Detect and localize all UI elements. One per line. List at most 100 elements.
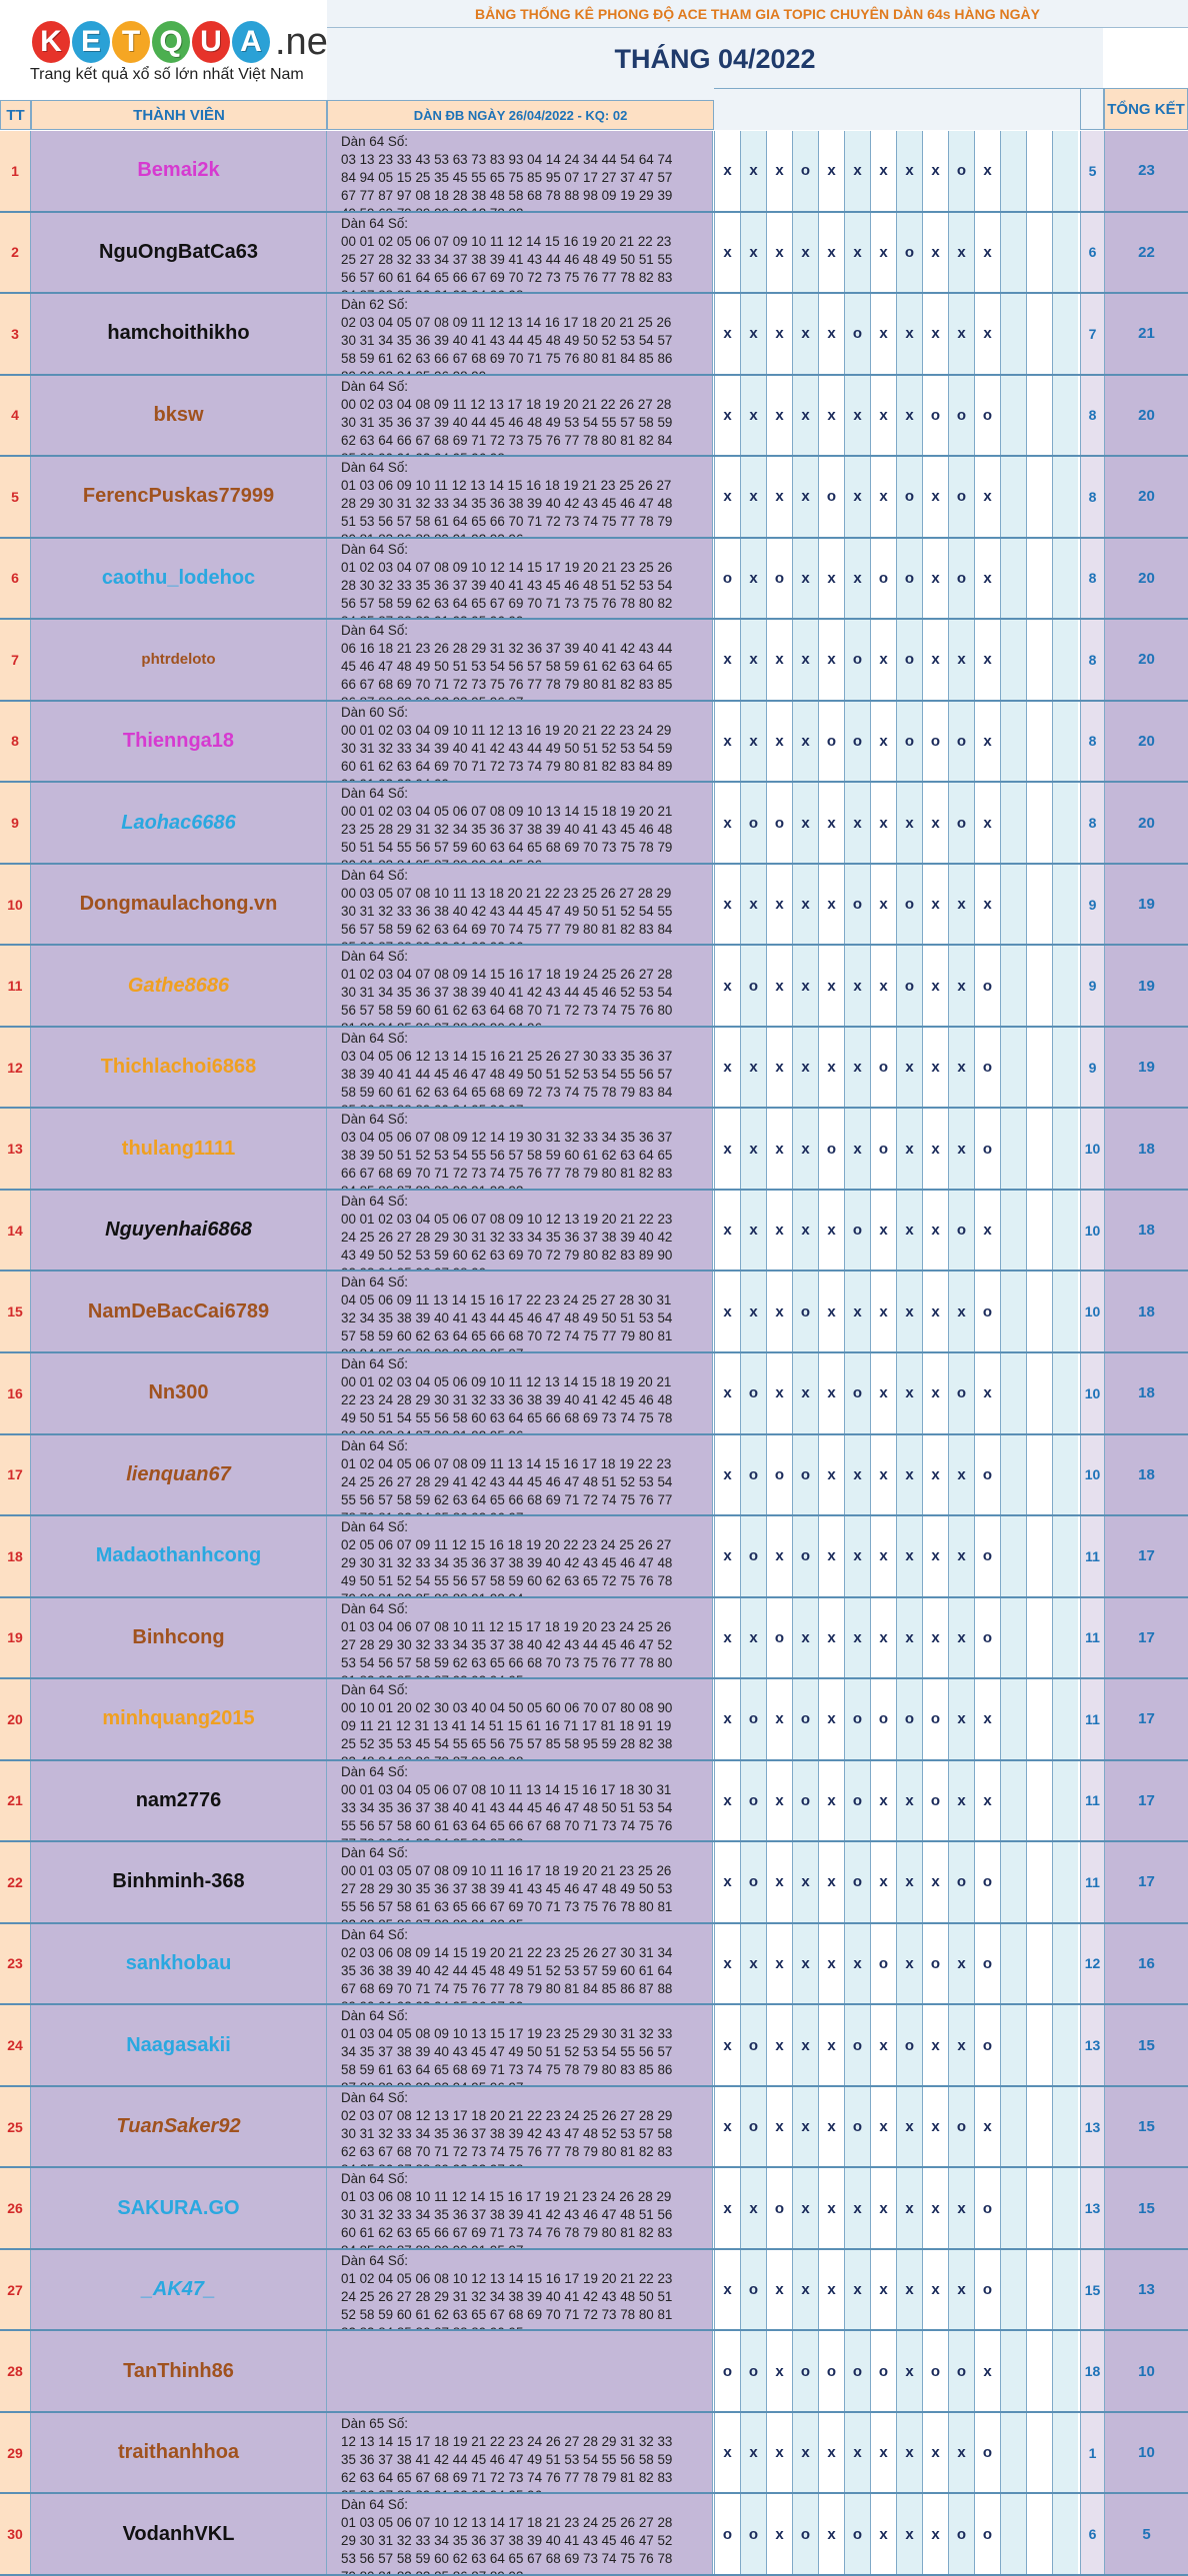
total-score: 15 [1104,2086,1188,2167]
day-mark: o [740,783,766,863]
miss-count: 1 [1080,2412,1104,2493]
row-index: 3 [0,294,31,374]
member-name[interactable]: lienquan67 [31,1434,327,1515]
miss-count: 6 [1080,2494,1104,2574]
member-name[interactable]: sankhobau [31,1923,327,2004]
member-name[interactable]: VodanhVKL [31,2494,327,2574]
table-row: 15 NamDeBacCai6789 Dàn 64 Số: 04 05 06 09 … [0,1272,1188,1353]
member-name[interactable]: SAKURA.GO [31,2168,327,2248]
day-mark [1026,1109,1052,1189]
day-mark: x [792,783,818,863]
site-logo[interactable]: K E T Q U A .net Trang kết quả xổ số lớn nhất … [0,0,338,100]
day-mark: x [974,620,1000,700]
member-name[interactable]: _AK47_ [31,2249,327,2330]
day-mark: x [714,2005,740,2085]
member-name[interactable]: Naagasakii [31,2005,327,2085]
day-mark: x [948,1272,974,1351]
total-score: 15 [1104,2168,1188,2248]
member-name[interactable]: thulang1111 [31,1109,327,1189]
member-name[interactable]: Binhminh-368 [31,1842,327,1922]
day-mark: x [818,375,844,456]
number-set [327,2331,713,2411]
day-mark: x [948,1434,974,1515]
member-name[interactable]: Laohac6686 [31,783,327,863]
day-mark: x [870,2412,896,2493]
total-score: 20 [1104,457,1188,537]
day-mark: o [974,1597,1000,1678]
member-name[interactable]: Bemai2k [31,131,327,211]
day-mark [1000,375,1026,456]
day-mark: x [740,1272,766,1351]
day-mark: x [922,2005,948,2085]
member-name[interactable]: minhquang2015 [31,1679,327,1759]
day-mark [1026,783,1052,863]
member-name[interactable]: Dongmaulachong.vn [31,864,327,945]
day-mark: o [818,457,844,537]
day-mark [1026,2412,1052,2493]
day-mark [1000,1434,1026,1515]
member-name[interactable]: traithanhhoa [31,2412,327,2493]
member-name[interactable]: Thiennga18 [31,701,327,782]
day-mark: o [922,1679,948,1759]
miss-count: 10 [1080,1434,1104,1515]
day-mark: o [740,1353,766,1433]
day-mark: x [766,2494,792,2574]
day-mark: x [818,2168,844,2248]
number-set: Dàn 64 Số: 01 03 05 06 07 10 12 13 14 17… [327,2494,713,2574]
day-mark: x [870,864,896,945]
day-mark: x [792,1597,818,1678]
miss-count: 9 [1080,864,1104,945]
day-mark: x [766,1027,792,1108]
member-name[interactable]: Binhcong [31,1597,327,1678]
day-mark: x [714,1516,740,1596]
member-name[interactable]: FerencPuskas77999 [31,457,327,537]
day-mark: x [818,212,844,293]
day-mark: x [818,2494,844,2574]
member-name[interactable]: Nguyenhai6868 [31,1190,327,1271]
day-mark: x [974,457,1000,537]
day-mark: x [896,783,922,863]
day-mark: o [714,2331,740,2411]
member-name[interactable]: NguOngBatCa63 [31,212,327,293]
day-mark: x [714,1597,740,1678]
day-mark: x [818,1679,844,1759]
total-score: 5 [1104,2494,1188,2574]
day-mark: x [714,864,740,945]
member-name[interactable]: hamchoithikho [31,294,327,374]
day-mark [1026,620,1052,700]
day-mark: x [870,2168,896,2248]
number-set: Dàn 64 Số: 01 02 03 04 07 08 09 14 15 16… [327,946,713,1026]
member-name[interactable]: phtrdeloto [31,620,327,700]
member-name[interactable]: Thichlachoi6868 [31,1027,327,1108]
number-set: Dàn 64 Số: 02 03 06 08 09 14 15 19 20 21… [327,1923,713,2004]
table-row: 13 thulang1111 Dàn 64 Số: 03 04 05 06 07 0… [0,1109,1188,1191]
day-mark: x [922,1272,948,1351]
day-mark: x [844,1109,870,1189]
number-set: Dàn 64 Số: 00 03 05 07 08 10 11 13 18 20… [327,864,713,945]
day-mark [1052,1679,1078,1759]
day-mark: x [740,701,766,782]
day-mark: o [948,1353,974,1433]
member-name[interactable]: bksw [31,375,327,456]
member-name[interactable]: NamDeBacCai6789 [31,1272,327,1351]
total-score: 17 [1104,1760,1188,1841]
day-mark [1052,538,1078,619]
day-mark: x [818,294,844,374]
day-mark [1026,2494,1052,2574]
day-mark [1026,2005,1052,2085]
member-name[interactable]: Nn300 [31,1353,327,1433]
day-mark [1052,1272,1078,1351]
member-name[interactable]: Gathe8686 [31,946,327,1026]
total-score: 19 [1104,946,1188,1026]
member-name[interactable]: TanThinh86 [31,2331,327,2411]
day-mark: x [818,2249,844,2330]
member-name[interactable]: Madaothanhcong [31,1516,327,1596]
day-mark [1000,1027,1026,1108]
member-name[interactable]: nam2776 [31,1760,327,1841]
day-mark: x [922,1353,948,1433]
member-name[interactable]: caothu_lodehoc [31,538,327,619]
day-mark: o [974,375,1000,456]
day-mark: x [896,1109,922,1189]
member-name[interactable]: TuanSaker92 [31,2086,327,2167]
